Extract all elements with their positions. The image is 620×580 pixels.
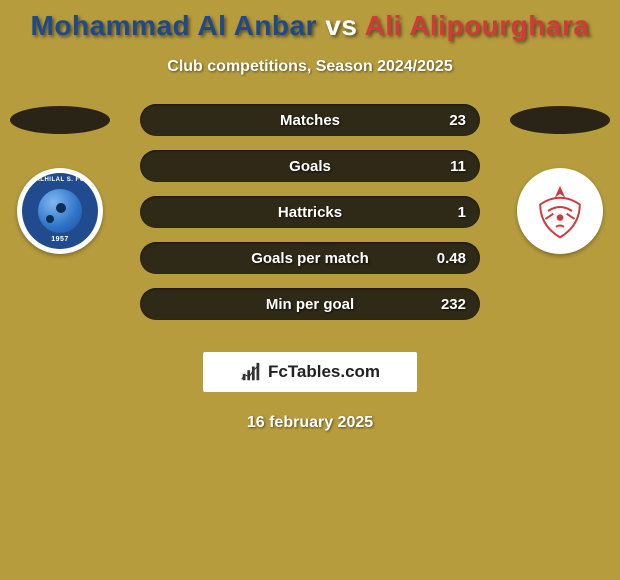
stat-right-value: 11: [450, 158, 466, 175]
player2-column: [500, 104, 620, 334]
stat-row-matches: Matches 23: [140, 104, 480, 136]
stat-row-goals-per-match: Goals per match 0.48: [140, 242, 480, 274]
player1-shadow: [10, 106, 110, 134]
club-badge-arc-text: ALHILAL S. FC: [35, 177, 84, 183]
page-title: Mohammad Al Anbar vs Ali Alipourghara: [0, 0, 620, 42]
player2-shadow: [510, 106, 610, 134]
stat-right-value: 0.48: [437, 250, 466, 267]
player2-club-badge: [517, 168, 603, 254]
stat-label: Hattricks: [278, 204, 342, 221]
stat-label: Goals: [289, 158, 331, 175]
date-label: 16 february 2025: [0, 414, 620, 432]
player1-column: ALHILAL S. FC 1957: [0, 104, 120, 334]
stat-row-min-per-goal: Min per goal 232: [140, 288, 480, 320]
vs-separator: vs: [317, 10, 365, 41]
player1-club-badge: ALHILAL S. FC 1957: [17, 168, 103, 254]
club-crest-icon: [527, 178, 593, 244]
stat-right-value: 23: [449, 112, 466, 129]
stat-row-goals: Goals 11: [140, 150, 480, 182]
compare-area: ALHILAL S. FC 1957: [0, 104, 620, 334]
club-badge-year: 1957: [51, 236, 69, 243]
stat-label: Min per goal: [266, 296, 354, 313]
club-badge-inner: ALHILAL S. FC 1957: [22, 173, 98, 249]
stat-right-value: 1: [458, 204, 466, 221]
brand-text: FcTables.com: [268, 362, 380, 382]
brand-box: FcTables.com: [203, 352, 417, 392]
stats-list: Matches 23 Goals 11 Hattricks 1 Goals pe…: [140, 104, 480, 320]
comparison-card: Mohammad Al Anbar vs Ali Alipourghara Cl…: [0, 0, 620, 580]
stat-label: Matches: [280, 112, 340, 129]
stat-right-value: 232: [441, 296, 466, 313]
bar-chart-icon: [240, 361, 262, 383]
player1-name: Mohammad Al Anbar: [31, 10, 317, 41]
subtitle: Club competitions, Season 2024/2025: [0, 58, 620, 76]
player2-name: Ali Alipourghara: [365, 10, 590, 41]
stat-label: Goals per match: [251, 250, 369, 267]
stat-row-hattricks: Hattricks 1: [140, 196, 480, 228]
football-icon: [38, 189, 82, 233]
